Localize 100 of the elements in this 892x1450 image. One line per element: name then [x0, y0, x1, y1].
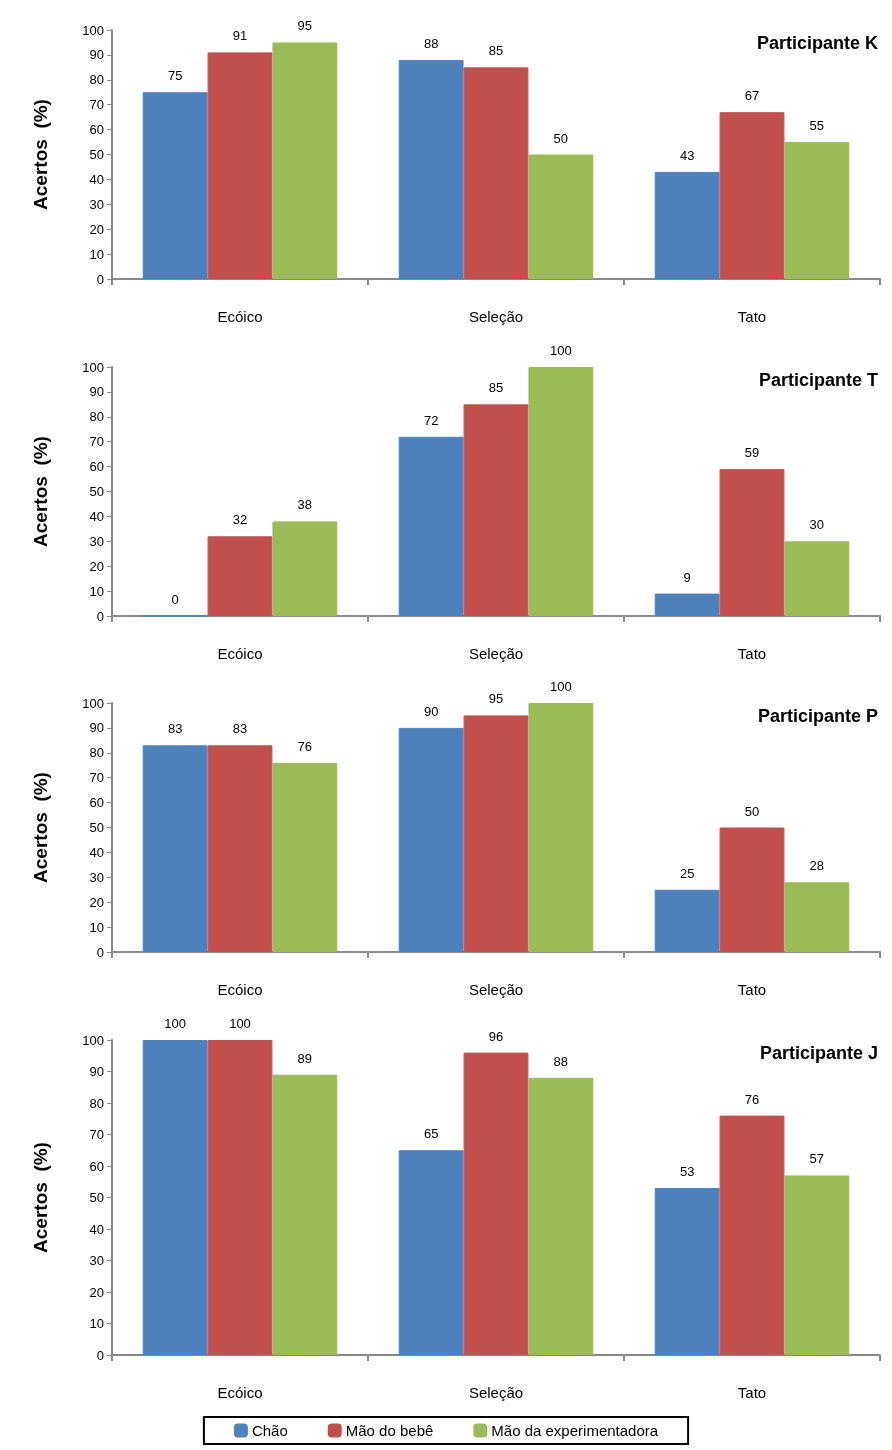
- y-tick-label: 10: [89, 919, 104, 935]
- y-tick-label: 100: [82, 1032, 104, 1048]
- y-tick-label: 90: [89, 720, 104, 736]
- data-label: 57: [809, 1151, 825, 1167]
- bar: [654, 1188, 720, 1355]
- y-tick-label: 90: [89, 47, 104, 63]
- y-tick-label: 0: [96, 608, 104, 624]
- annotation: Participante K: [756, 33, 879, 53]
- y-tick-label: 40: [89, 171, 104, 187]
- y-tick-label: 40: [89, 1221, 104, 1237]
- bar: [784, 540, 850, 616]
- y-tick-label: 30: [89, 870, 104, 886]
- bar: [719, 468, 785, 616]
- bar: [784, 882, 850, 953]
- data-label: 38: [297, 497, 313, 513]
- x-tick-label: Seleção: [468, 1384, 524, 1401]
- y-tick-label: 70: [89, 770, 104, 786]
- y-tick-label: 0: [96, 1347, 104, 1363]
- annotation: Participante J: [759, 1043, 878, 1063]
- bar: [207, 745, 273, 953]
- data-label: 50: [744, 803, 760, 819]
- y-tick-label: 60: [89, 458, 104, 474]
- x-tick-label: Tato: [737, 644, 767, 662]
- bar: [398, 728, 464, 953]
- y-tick-label: 40: [89, 845, 104, 861]
- y-tick-label: 50: [89, 820, 104, 836]
- x-tick-label: Ecóico: [217, 308, 263, 325]
- bar: [654, 593, 720, 616]
- y-tick-label: 90: [89, 384, 104, 400]
- legend-label: Chão: [251, 1422, 288, 1439]
- y-axis-title: Acertos (%): [30, 772, 51, 884]
- bar: [272, 42, 338, 279]
- y-tick-label: 70: [89, 433, 104, 449]
- bar: [272, 1074, 338, 1355]
- y-tick-label: 60: [89, 795, 104, 811]
- bar: [654, 890, 720, 953]
- y-tick-label: 30: [89, 1253, 104, 1268]
- y-tick-label: 0: [96, 271, 104, 287]
- data-label: 100: [550, 679, 572, 695]
- y-tick-label: 80: [89, 72, 104, 88]
- data-label: 85: [488, 43, 504, 59]
- bar: [719, 112, 785, 279]
- data-label: 76: [297, 739, 313, 755]
- y-tick-label: 80: [89, 408, 104, 424]
- bar: [398, 1150, 464, 1355]
- y-tick-label: 50: [89, 1190, 104, 1205]
- bar: [528, 154, 594, 279]
- y-axis-title: Acertos (%): [30, 99, 51, 210]
- x-tick-label: Ecóico: [217, 1384, 263, 1401]
- y-tick-label: 40: [89, 508, 104, 524]
- y-tick-label: 100: [82, 695, 104, 711]
- y-tick-label: 100: [82, 22, 104, 38]
- data-label: 96: [488, 1028, 504, 1044]
- bar: [398, 59, 464, 279]
- data-label: 95: [297, 18, 313, 34]
- y-tick-label: 20: [89, 895, 104, 911]
- bar: [528, 703, 594, 953]
- x-tick-label: Tato: [737, 1384, 767, 1401]
- data-label: 72: [423, 412, 439, 428]
- data-label: 55: [809, 118, 825, 134]
- bar: [142, 92, 208, 279]
- x-tick-label: Seleção: [468, 981, 524, 999]
- bar: [207, 535, 273, 616]
- legend-label: Mão da experimentadora: [491, 1422, 659, 1439]
- data-label: 28: [809, 858, 825, 874]
- data-label: 65: [423, 1126, 439, 1142]
- y-tick-label: 100: [82, 359, 104, 375]
- data-label: 88: [423, 35, 439, 51]
- data-label: 25: [679, 866, 695, 882]
- y-tick-label: 20: [89, 221, 104, 237]
- bar: [207, 52, 273, 279]
- y-tick-label: 70: [89, 97, 104, 113]
- y-tick-label: 60: [89, 1158, 104, 1174]
- data-label: 0: [171, 591, 179, 607]
- y-tick-label: 60: [89, 122, 104, 138]
- data-label: 85: [488, 380, 504, 396]
- y-tick-label: 20: [89, 1284, 104, 1300]
- data-label: 50: [553, 130, 569, 146]
- y-tick-label: 30: [89, 533, 104, 549]
- bar: [463, 67, 529, 279]
- y-tick-label: 10: [89, 583, 104, 599]
- data-label: 67: [744, 88, 760, 104]
- data-label: 83: [167, 721, 183, 737]
- data-label: 43: [679, 147, 695, 163]
- data-label: 9: [683, 569, 691, 585]
- y-tick-label: 70: [89, 1127, 104, 1142]
- annotation: Participante T: [758, 369, 878, 390]
- data-label: 91: [232, 28, 248, 44]
- bar: [398, 436, 464, 616]
- bar: [719, 827, 785, 953]
- x-tick-label: Ecóico: [217, 981, 263, 999]
- annotation: Participante P: [757, 706, 879, 727]
- y-tick-label: 10: [89, 246, 104, 262]
- x-tick-label: Tato: [737, 981, 767, 999]
- bar: [207, 1040, 273, 1355]
- data-label: 59: [744, 444, 760, 460]
- x-tick-label: Seleção: [468, 644, 524, 662]
- bar: [719, 1115, 785, 1355]
- bar: [784, 1175, 850, 1355]
- bar: [784, 142, 850, 279]
